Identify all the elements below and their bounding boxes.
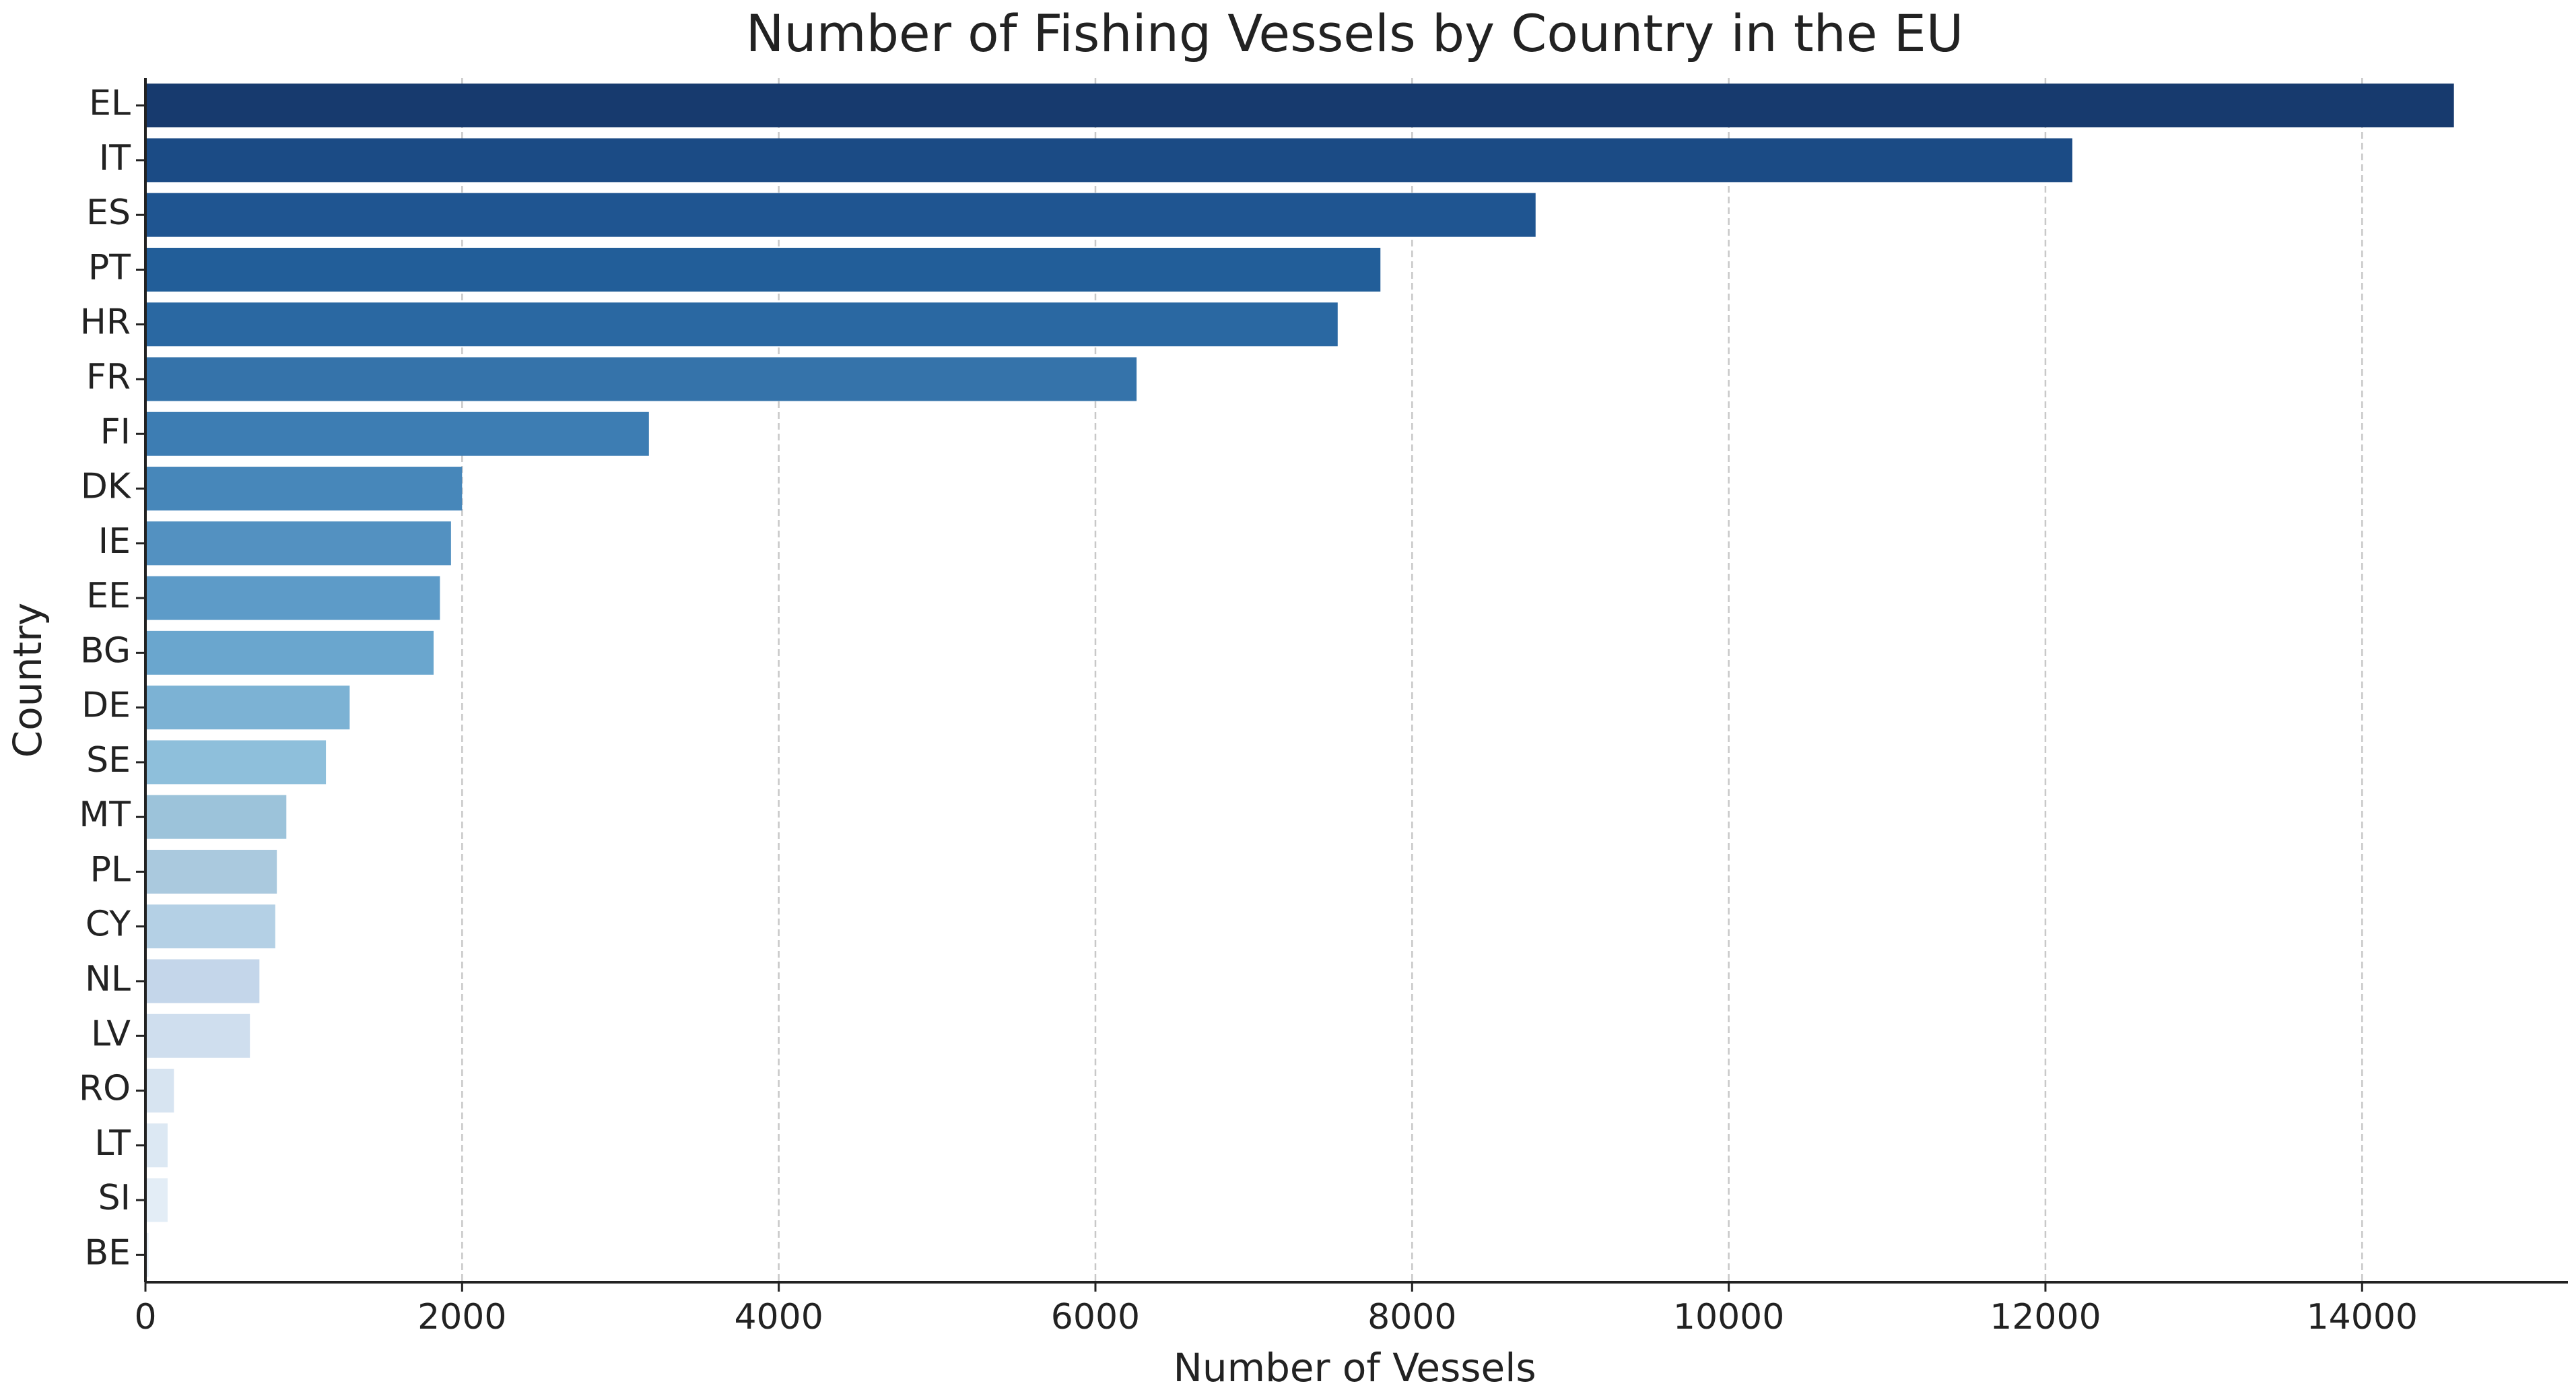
x-tick-label: 0 <box>134 1297 156 1337</box>
y-tick-label: BE <box>84 1232 131 1273</box>
bar <box>145 1013 250 1058</box>
bar <box>145 686 350 730</box>
y-tick-label: PT <box>88 247 131 288</box>
bar <box>145 1069 174 1113</box>
bar <box>145 849 277 894</box>
bar <box>145 959 260 1003</box>
y-tick-label: HR <box>80 302 131 343</box>
y-tick-label: ES <box>86 193 131 233</box>
x-tick-label: 4000 <box>734 1297 823 1337</box>
y-tick-label: BG <box>80 630 131 671</box>
bar <box>145 1232 149 1277</box>
y-tick-label: FR <box>86 357 131 397</box>
x-tick-label: 12000 <box>1990 1297 2101 1337</box>
bar <box>145 1123 168 1168</box>
x-tick-label: 6000 <box>1051 1297 1140 1337</box>
y-tick-label: IE <box>98 521 131 562</box>
bar <box>145 84 2454 128</box>
y-tick-label: PL <box>90 849 131 890</box>
y-tick-label: SI <box>98 1178 131 1218</box>
y-tick-label: EE <box>86 576 131 616</box>
bar <box>145 576 440 620</box>
bar <box>145 138 2072 182</box>
bar <box>145 740 327 785</box>
bar <box>145 630 434 675</box>
x-axis-label: Number of Vessels <box>1173 1345 1536 1391</box>
x-tick-label: 8000 <box>1367 1297 1456 1337</box>
y-tick-label: MT <box>79 795 131 835</box>
bar <box>145 247 1381 292</box>
bar <box>145 357 1137 401</box>
bar <box>145 467 463 511</box>
y-tick-label: EL <box>89 84 131 124</box>
y-tick-label: SE <box>86 740 131 780</box>
bar <box>145 302 1338 347</box>
x-tick-label: 2000 <box>417 1297 506 1337</box>
bar <box>145 411 649 456</box>
y-tick-label: FI <box>100 411 131 452</box>
bar <box>145 193 1536 237</box>
bar <box>145 904 275 949</box>
x-tick-label: 10000 <box>1673 1297 1784 1337</box>
y-tick-label: IT <box>99 138 131 178</box>
y-tick-label: NL <box>85 959 131 999</box>
x-tick-label: 14000 <box>2307 1297 2418 1337</box>
y-tick-label: DE <box>81 686 131 726</box>
y-tick-label: LT <box>94 1123 131 1164</box>
bar <box>145 795 287 839</box>
y-tick-label: RO <box>79 1069 131 1109</box>
y-axis-label: Country <box>5 603 50 758</box>
y-tick-label: LV <box>91 1013 131 1054</box>
chart-title: Number of Fishing Vessels by Country in … <box>746 3 1964 63</box>
y-tick-label: DK <box>81 467 132 507</box>
y-tick-label: CY <box>86 904 131 945</box>
bar <box>145 1178 168 1222</box>
bar <box>145 521 451 566</box>
